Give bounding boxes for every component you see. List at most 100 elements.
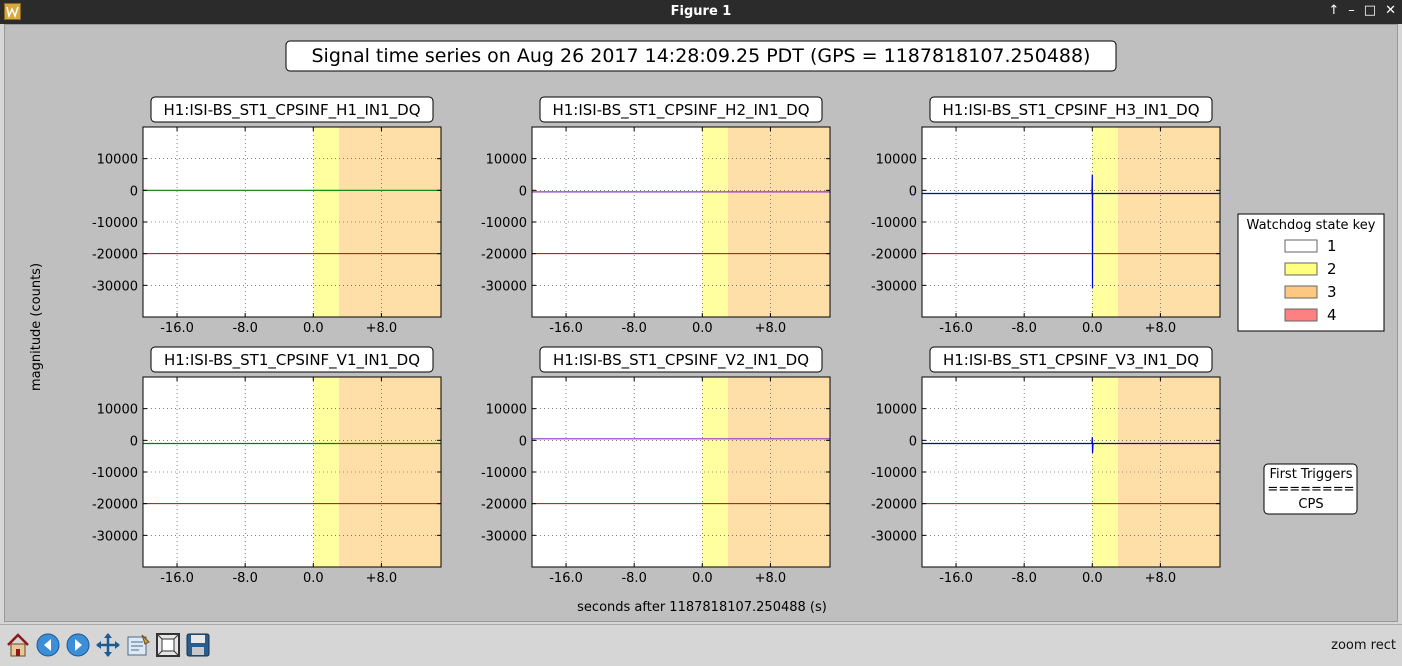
y-tick-label: 10000 <box>876 403 917 418</box>
state-region-3 <box>338 377 441 567</box>
y-tick-label: 0 <box>519 184 527 199</box>
subplot-5: -16.0 -8.0 0.0 +8.0 10000 0 -10000 -20000 -30000… <box>481 346 831 586</box>
x-tick-label: 0.0 <box>303 571 324 586</box>
x-tick-label: +8.0 <box>755 571 787 586</box>
forward-arrow-icon[interactable] <box>64 631 92 659</box>
x-tick-label: -16.0 <box>939 321 973 336</box>
y-tick-label: 10000 <box>97 153 138 168</box>
first-triggers-title: First Triggers <box>1269 467 1352 482</box>
x-tick-label: +8.0 <box>366 571 398 586</box>
legend-label-3: 3 <box>1327 283 1337 301</box>
y-tick-label: -10000 <box>481 466 527 481</box>
y-tick-label: 10000 <box>486 403 527 418</box>
subplot-4: -16.0 -8.0 0.0 +8.0 10000 0 -10000 -20000 -30000… <box>92 346 442 586</box>
y-tick-label: 0 <box>909 434 917 449</box>
legend-swatch-4 <box>1284 308 1318 322</box>
pan-icon[interactable] <box>94 631 122 659</box>
state-region-3 <box>1117 377 1220 567</box>
y-tick-label: 10000 <box>97 403 138 418</box>
state-region-2 <box>313 127 339 317</box>
subplot-title-box <box>929 346 1213 373</box>
save-icon[interactable] <box>184 631 212 659</box>
y-tick-label: -10000 <box>871 216 917 231</box>
first-triggers-separator: ======== <box>1267 482 1354 497</box>
app-icon[interactable] <box>4 3 21 20</box>
x-tick-label: -16.0 <box>549 571 583 586</box>
state-region-2 <box>313 377 339 567</box>
x-tick-label: -8.0 <box>232 321 257 336</box>
configure-subplots-icon[interactable] <box>124 631 152 659</box>
watchdog-legend: Watchdog state key 1 2 3 4 <box>1237 213 1385 332</box>
subplot-title: H1:ISI-BS_ST1_CPSINF_V3_IN1_DQ <box>943 351 1199 370</box>
subplot-1: -16.0 -8.0 0.0 +8.0 10000 0 -10000 -20000 -30000… <box>92 96 442 336</box>
x-tick-label: -8.0 <box>621 321 646 336</box>
x-tick-label: -8.0 <box>1011 321 1036 336</box>
subplot-title: H1:ISI-BS_ST1_CPSINF_V2_IN1_DQ <box>553 351 809 370</box>
subplot-title-box <box>150 96 434 123</box>
state-region-3 <box>727 377 830 567</box>
y-tick-label: -10000 <box>481 216 527 231</box>
subplot-6: -16.0 -8.0 0.0 +8.0 10000 0 -10000 -20000 -30000… <box>871 346 1221 586</box>
close-icon[interactable]: ✕ <box>1385 3 1396 18</box>
legend-title: Watchdog state key <box>1247 218 1376 233</box>
y-tick-label: -20000 <box>92 248 138 263</box>
y-tick-label: -20000 <box>481 248 527 263</box>
toolbar-status: zoom rect <box>1331 638 1396 653</box>
y-tick-label: -30000 <box>481 529 527 544</box>
subplot-title: H1:ISI-BS_ST1_CPSINF_V1_IN1_DQ <box>164 351 420 370</box>
figure-svg[interactable]: Signal time series on Aug 26 2017 14:28:… <box>5 25 1397 621</box>
legend-label-1: 1 <box>1327 237 1337 255</box>
x-tick-label: +8.0 <box>755 321 787 336</box>
subplot-title-box <box>929 96 1213 123</box>
figure-canvas[interactable]: Signal time series on Aug 26 2017 14:28:… <box>4 24 1398 622</box>
y-tick-label: -30000 <box>871 529 917 544</box>
y-axis-label: magnitude (counts) <box>29 263 44 391</box>
subplot-2: -16.0 -8.0 0.0 +8.0 10000 0 -10000 -20000 -30000… <box>481 96 831 336</box>
y-tick-label: -30000 <box>92 279 138 294</box>
legend-swatch-3 <box>1284 285 1318 299</box>
window-titlebar: Figure 1 ↑ – □ ✕ <box>0 0 1402 24</box>
zoom-rect-icon[interactable] <box>154 631 182 659</box>
state-region-2 <box>702 377 728 567</box>
legend-label-4: 4 <box>1327 306 1337 324</box>
y-tick-label: -20000 <box>481 498 527 513</box>
x-tick-label: -16.0 <box>939 571 973 586</box>
maximize-icon[interactable]: □ <box>1363 3 1377 18</box>
x-tick-label: +8.0 <box>1145 321 1177 336</box>
y-tick-label: 0 <box>130 184 138 199</box>
x-tick-label: 0.0 <box>692 321 713 336</box>
state-region-2 <box>1092 377 1118 567</box>
x-tick-label: 0.0 <box>692 571 713 586</box>
subplot-title-box <box>150 346 434 373</box>
series-line <box>922 437 1220 454</box>
subplot-title: H1:ISI-BS_ST1_CPSINF_H1_IN1_DQ <box>163 101 420 120</box>
subplot-title-box <box>539 346 823 373</box>
y-tick-label: -20000 <box>871 248 917 263</box>
x-tick-label: 0.0 <box>303 321 324 336</box>
back-arrow-icon[interactable] <box>34 631 62 659</box>
y-tick-label: -30000 <box>92 529 138 544</box>
state-region-2 <box>702 127 728 317</box>
x-tick-label: -16.0 <box>160 321 194 336</box>
y-tick-label: -30000 <box>871 279 917 294</box>
y-tick-label: -20000 <box>871 498 917 513</box>
state-region-2 <box>1092 127 1118 317</box>
state-region-3 <box>1117 127 1220 317</box>
y-tick-label: -10000 <box>871 466 917 481</box>
series-line <box>922 174 1220 289</box>
suptitle-box <box>285 40 1117 72</box>
figure-suptitle: Signal time series on Aug 26 2017 14:28:… <box>312 45 1091 67</box>
x-axis-label: seconds after 1187818107.250488 (s) <box>577 600 827 615</box>
window-title: Figure 1 <box>670 4 732 19</box>
legend-swatch-1 <box>1284 239 1318 253</box>
first-triggers-value: CPS <box>1298 497 1323 512</box>
minimize-icon[interactable]: – <box>1348 3 1355 18</box>
state-region-3 <box>338 127 441 317</box>
subplot-title: H1:ISI-BS_ST1_CPSINF_H2_IN1_DQ <box>552 101 809 120</box>
home-icon[interactable] <box>4 631 32 659</box>
keep-above-icon[interactable]: ↑ <box>1328 3 1340 18</box>
first-triggers-box: First Triggers ======== CPS <box>1263 463 1358 515</box>
y-tick-label: 0 <box>909 184 917 199</box>
y-tick-label: -10000 <box>92 466 138 481</box>
x-tick-label: -16.0 <box>549 321 583 336</box>
